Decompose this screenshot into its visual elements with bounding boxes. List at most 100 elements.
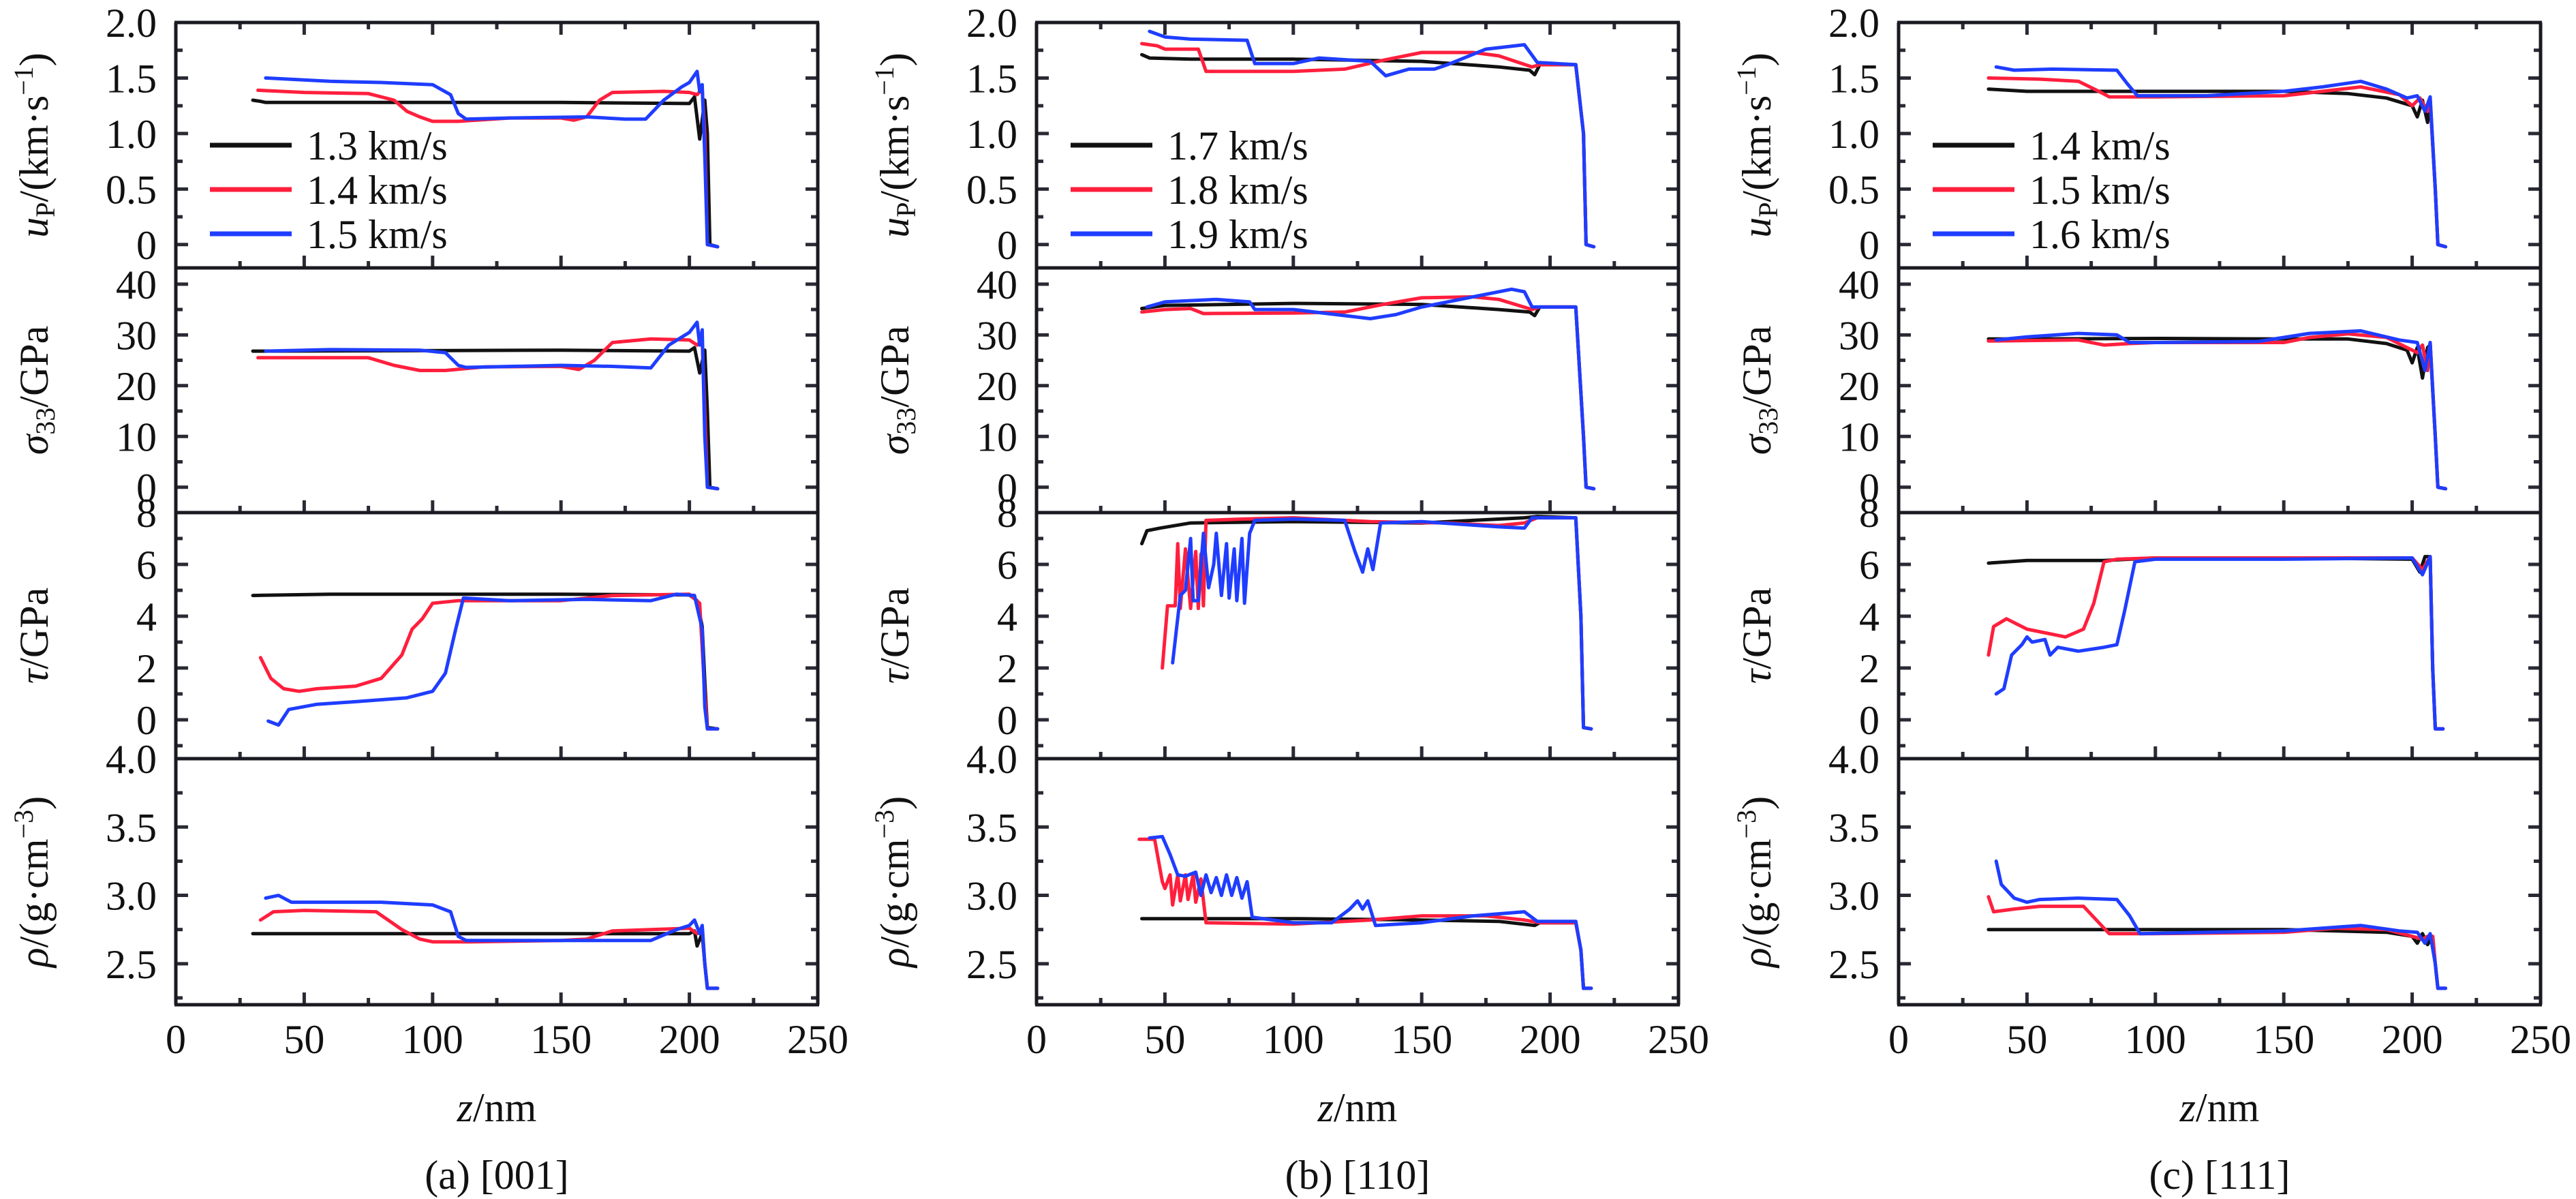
plot-layer-a: 0 0.5 1.0 1.5 2.0 uP/(km·s−1) 1.3 km/s1.4 km/s… <box>8 1 848 1062</box>
y-axis-label-c-3: τ/GPa <box>1734 588 1779 684</box>
y-tick-label: 3.5 <box>966 805 1017 850</box>
y-tick-label: 10 <box>1839 414 1880 459</box>
legend-label: 1.9 km/s <box>1167 212 1308 257</box>
series-group <box>1140 287 1596 491</box>
series-group <box>1137 834 1593 990</box>
x-axis-label-a: z/nm <box>457 1085 537 1130</box>
y-axis-label-c-2: σ33/GPa <box>1734 326 1783 455</box>
x-tick-label: 50 <box>2006 1017 2047 1062</box>
subfigure-b: 0 0.5 1.0 1.5 2.0 uP/(km·s−1) 1.7 km/s1.8 km/s… <box>869 1 1709 1198</box>
x-tick-label: 250 <box>1648 1017 1709 1062</box>
x-tick-label: 50 <box>283 1017 324 1062</box>
series-group <box>1140 29 1596 249</box>
y-tick-label: 3.0 <box>106 874 157 919</box>
y-tick-label: 0.5 <box>106 167 157 212</box>
y-tick-label: 3.5 <box>106 805 157 850</box>
legend-label: 1.4 km/s <box>307 168 448 213</box>
x-tick-label: 100 <box>2125 1017 2186 1062</box>
y-axis-label-c-1: uP/(km·s−1) <box>1731 52 1783 237</box>
y-axis-label-a-3: τ/GPa <box>12 588 57 684</box>
y-tick-label: 10 <box>116 414 157 459</box>
legend-b: 1.7 km/s1.8 km/s1.9 km/s <box>1071 123 1308 257</box>
x-axis-label-c: z/nm <box>2179 1085 2260 1130</box>
x-tick-label: 200 <box>659 1017 720 1062</box>
series-group <box>1140 515 1593 731</box>
y-tick-label: 6 <box>1859 543 1880 588</box>
x-tick-label: 100 <box>402 1017 463 1062</box>
x-tick-label: 0 <box>1888 1017 1909 1062</box>
y-tick-label: 8 <box>136 491 157 536</box>
panel-a-3: 0 2 4 6 8 τ/GPa <box>12 491 820 759</box>
panel-c-2: 0 10 20 30 40 σ33/GPa <box>1734 262 2543 513</box>
x-tick-label: 150 <box>2253 1017 2314 1062</box>
series-line-1.4kms <box>256 337 720 491</box>
y-tick-label: 6 <box>997 543 1017 588</box>
panel-b-3: 0 2 4 6 8 τ/GPa <box>872 491 1681 759</box>
y-tick-label: 40 <box>977 262 1017 307</box>
x-tick-label: 150 <box>530 1017 592 1062</box>
series-line-1.6kms <box>1994 555 2445 731</box>
panel-a-4: 2.5 3.0 3.5 4.0 ρ/(g·cm−3) <box>8 737 820 1007</box>
legend-label: 1.5 km/s <box>2029 168 2171 213</box>
series-line-1.9kms <box>1148 834 1593 990</box>
y-tick-label: 0 <box>136 698 157 743</box>
y-tick-label: 1.5 <box>1828 56 1880 101</box>
series-line-1.8kms <box>1140 295 1596 491</box>
y-tick-label: 6 <box>136 543 157 588</box>
y-tick-label: 0 <box>1859 698 1880 743</box>
y-tick-label: 1.5 <box>106 56 157 101</box>
y-tick-label: 40 <box>116 262 157 307</box>
y-tick-label: 4 <box>1859 594 1880 639</box>
series-line-1.6kms <box>1994 859 2448 990</box>
subfigure-a: 0 0.5 1.0 1.5 2.0 uP/(km·s−1) 1.3 km/s1.4 km/s… <box>8 1 848 1198</box>
legend-label: 1.3 km/s <box>307 123 448 168</box>
y-tick-label: 1.5 <box>966 56 1017 101</box>
y-tick-label: 2.0 <box>106 1 157 46</box>
series-line-1.3kms <box>251 346 720 491</box>
x-tick-label: 0 <box>1026 1017 1047 1062</box>
series-line-1.5kms <box>1987 895 2448 990</box>
y-tick-label: 3.0 <box>1828 874 1880 919</box>
series-line-1.5kms <box>264 70 720 249</box>
series-line-1.5kms <box>264 894 720 990</box>
y-tick-label: 2 <box>136 646 157 691</box>
y-tick-label: 0 <box>1859 223 1880 268</box>
series-group <box>1987 329 2448 491</box>
panel-a-2: 0 10 20 30 40 σ33/GPa <box>12 262 820 513</box>
legend-label: 1.4 km/s <box>2029 123 2171 168</box>
series-line-1.5kms <box>266 592 720 731</box>
y-tick-label: 2 <box>997 646 1017 691</box>
series-line-1.4kms <box>1987 555 2445 731</box>
y-axis-label-c-4: ρ/(g·cm−3) <box>1731 796 1779 969</box>
series-line-1.6kms <box>1994 329 2448 491</box>
series-line-1.9kms <box>1148 29 1596 249</box>
y-axis-label-b-2: σ33/GPa <box>872 326 921 455</box>
panel-c-4: 2.5 3.0 3.5 4.0 ρ/(g·cm−3) <box>1731 737 2543 1007</box>
panel-c-1: 0 0.5 1.0 1.5 2.0 uP/(km·s−1) 1.4 km/s1.5 km/s… <box>1731 1 2543 268</box>
y-tick-label: 20 <box>1839 364 1880 409</box>
series-group <box>251 894 720 990</box>
caption-b: (b) [110] <box>1285 1153 1430 1198</box>
caption-c: (c) [111] <box>2149 1153 2290 1198</box>
y-tick-label: 4.0 <box>1828 737 1880 782</box>
series-line-1.5kms <box>264 320 720 491</box>
caption-a: (a) [001] <box>425 1153 569 1198</box>
panel-b-4: 2.5 3.0 3.5 4.0 ρ/(g·cm−3) <box>869 737 1681 1007</box>
series-line-1.6kms <box>1994 65 2448 249</box>
plot-layer-c: 0 0.5 1.0 1.5 2.0 uP/(km·s−1) 1.4 km/s1.5 km/s… <box>1731 1 2571 1062</box>
series-line-1.8kms <box>1137 837 1593 990</box>
plot-layer-b: 0 0.5 1.0 1.5 2.0 uP/(km·s−1) 1.7 km/s1.8 km/s… <box>869 1 1709 1062</box>
series-line-1.9kms <box>1145 287 1596 491</box>
y-tick-label: 4.0 <box>966 737 1017 782</box>
y-tick-label: 3.0 <box>966 874 1017 919</box>
legend-c: 1.4 km/s1.5 km/s1.6 km/s <box>1933 123 2171 257</box>
series-line-1.4kms <box>258 909 720 990</box>
subfigure-c: 0 0.5 1.0 1.5 2.0 uP/(km·s−1) 1.4 km/s1.5 km/s… <box>1731 1 2571 1198</box>
y-tick-label: 0 <box>1859 466 1880 511</box>
x-tick-label: 0 <box>166 1017 186 1062</box>
legend-label: 1.7 km/s <box>1167 123 1308 168</box>
x-tick-label: 50 <box>1144 1017 1185 1062</box>
y-tick-label: 10 <box>977 414 1017 459</box>
y-tick-label: 2.0 <box>1828 1 1880 46</box>
y-tick-label: 8 <box>1859 491 1880 536</box>
